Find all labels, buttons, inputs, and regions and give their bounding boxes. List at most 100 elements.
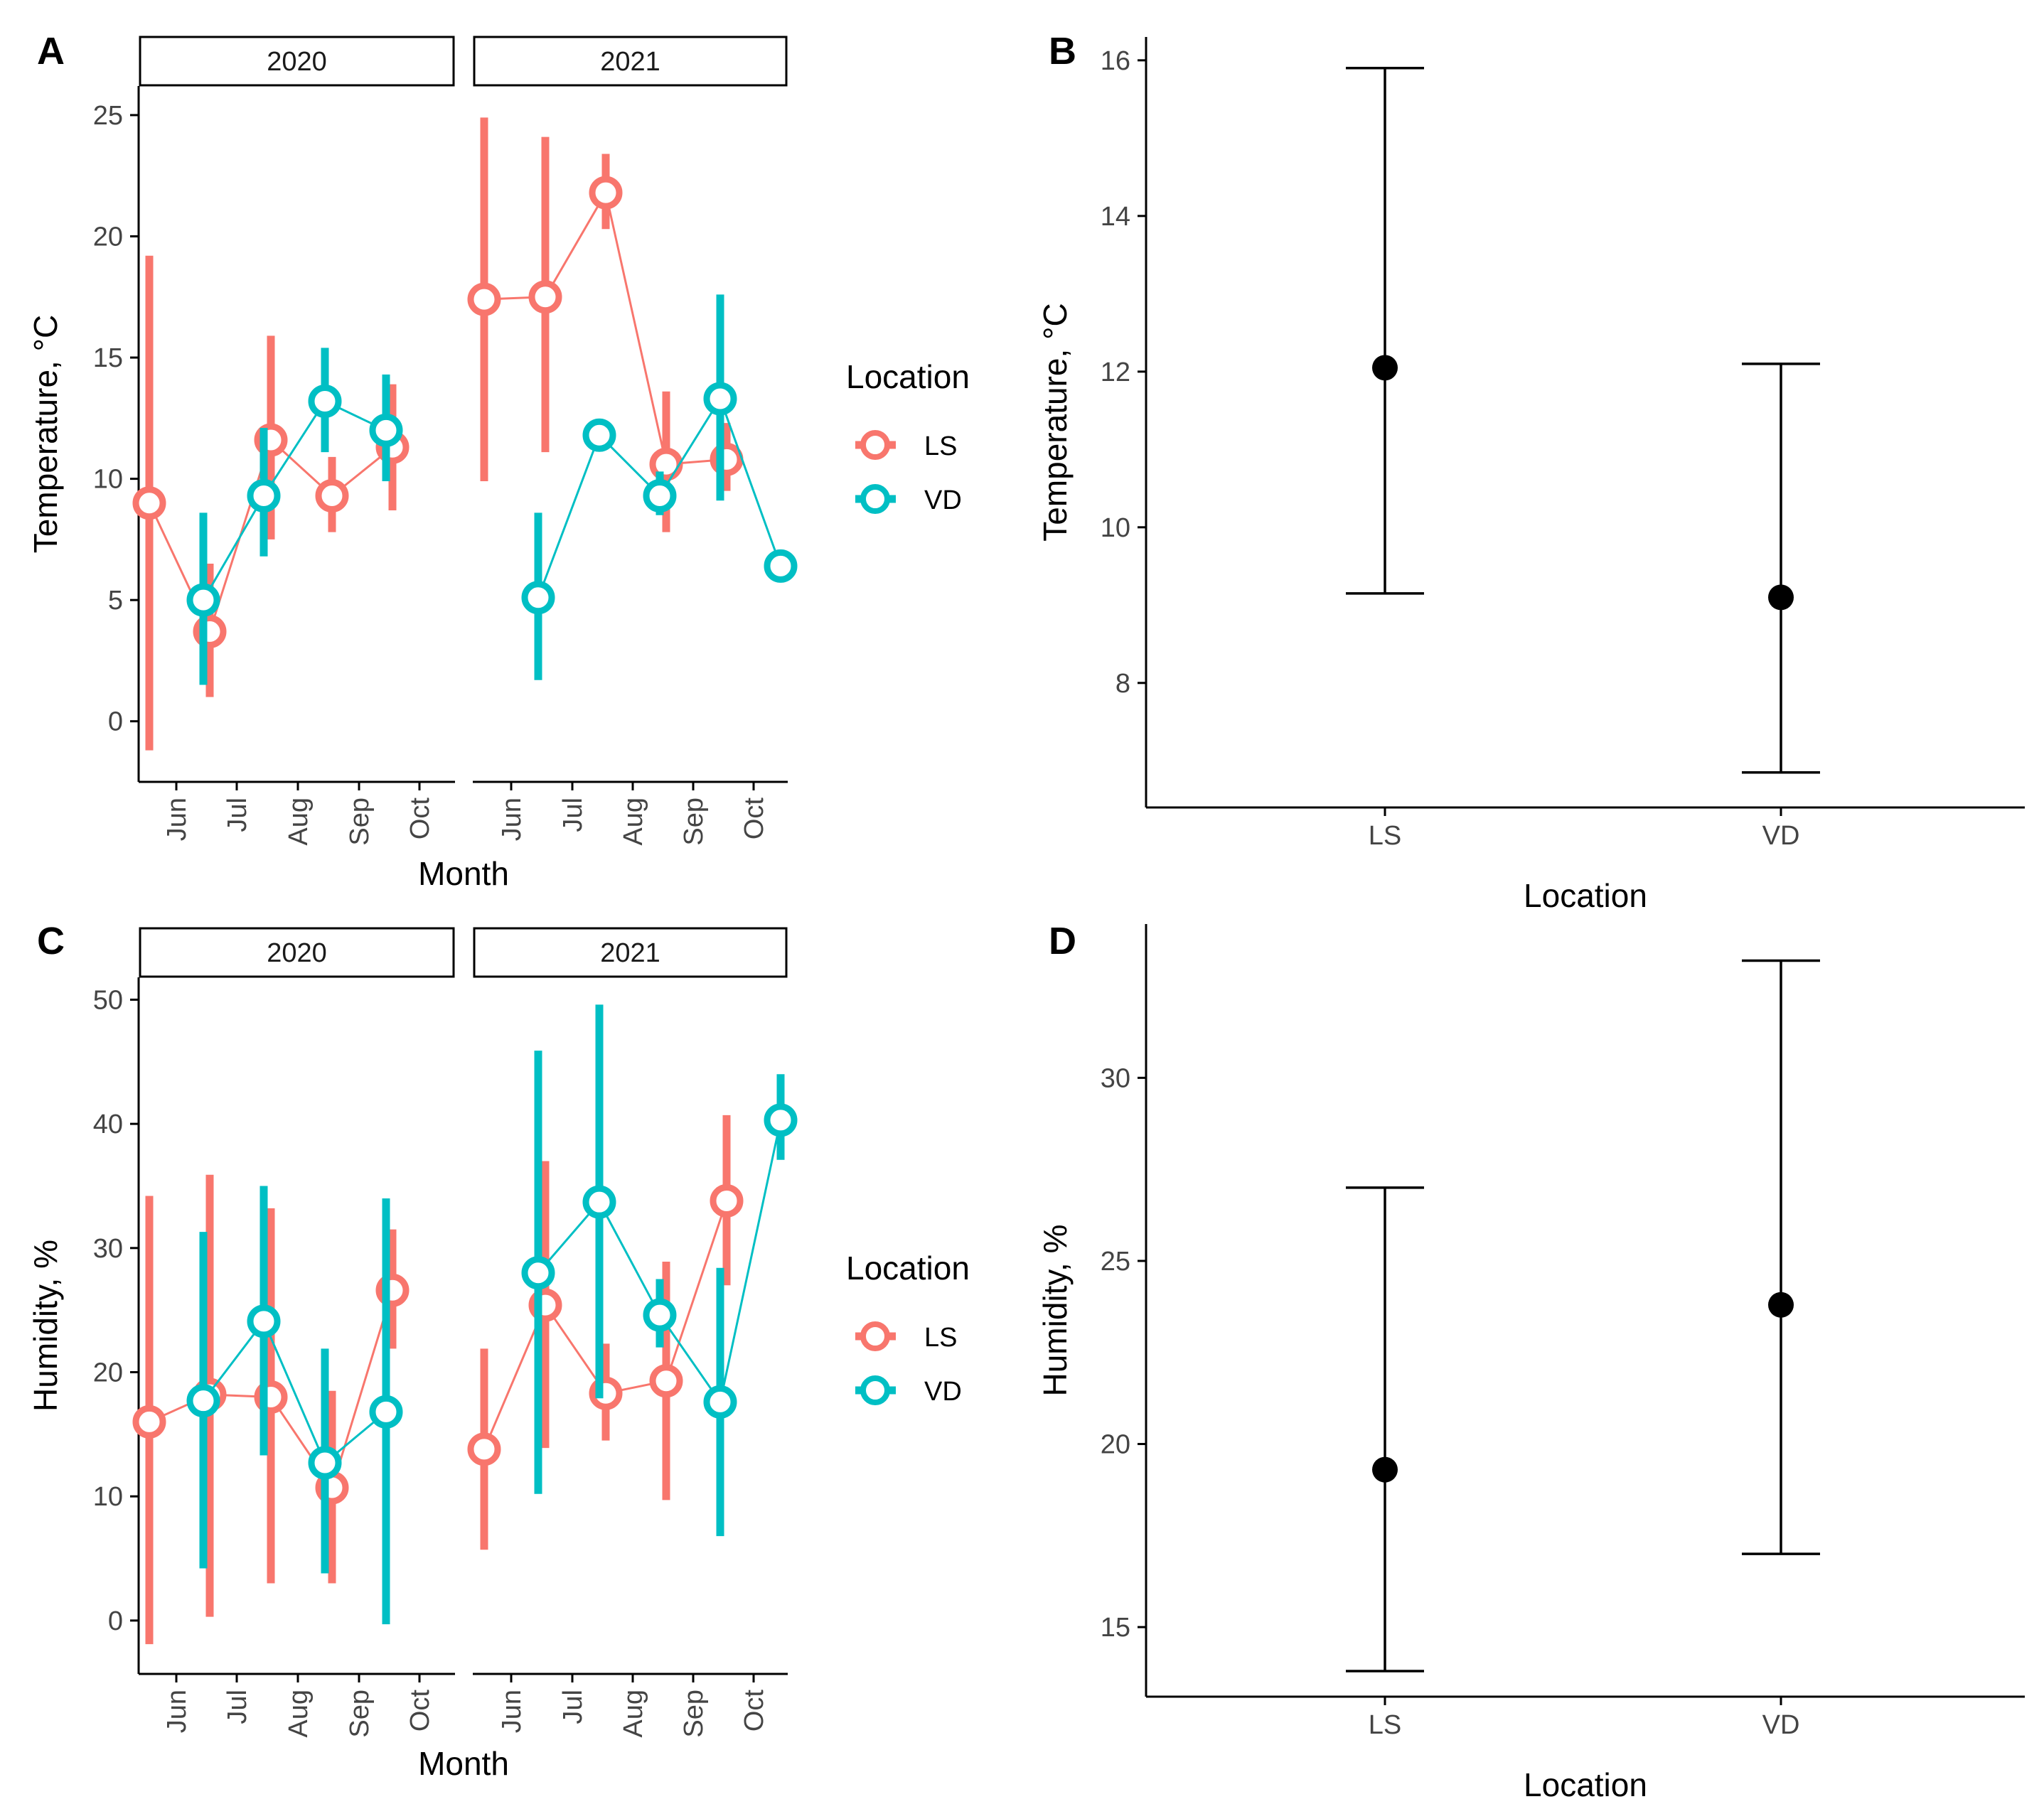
legend-key-point [860,1321,890,1351]
x-tick-label: Jun [162,1690,192,1733]
facet-2020: 2020 Jun Jul Aug Sep Oct [132,927,455,1738]
data-point [649,1364,683,1398]
x-tick-label: Oct [405,798,435,840]
error-bar-vd [1742,959,1820,1555]
y-tick-label: 16 [1101,46,1130,76]
facet-2021: 2021 Jun Jul Aug Sep Oct [467,927,798,1738]
legend-item-vd: VD [855,484,962,515]
legend: Location LS VD [846,358,970,515]
x-tick-label: Aug [284,1690,314,1738]
panel-a-temperature-by-month: A 0 5 10 15 20 25 Temperature, °C 2020 Jun Jul Aug S… [27,30,970,892]
legend-item-ls: LS [855,1321,957,1353]
x-tick-label: VD [1762,1710,1800,1740]
facet-strip [139,36,455,87]
x-tick-label: Aug [619,1690,648,1738]
x-tick-label: Oct [405,1690,435,1732]
y-tick-label: 10 [93,465,123,495]
legend-key-point [860,484,890,514]
panel-d-humidity-by-location: D 15 20 25 30 Humidity, % LS VD Location [1037,920,2025,1803]
y-tick-label: 14 [1101,202,1130,232]
y-tick-label: 25 [1101,1247,1130,1277]
facet-strip [473,927,788,978]
legend-key-point [860,1375,890,1405]
x-tick-label: LS [1369,1710,1401,1740]
y-tick-label: 15 [1101,1613,1130,1643]
data-point [1372,355,1398,381]
y-tick-label: 30 [1101,1063,1130,1093]
data-point [132,1405,166,1439]
data-point [1768,584,1794,611]
y-tick-label: 40 [93,1110,123,1139]
x-tick-label: Sep [345,798,375,846]
data-point [1768,1292,1794,1318]
y-tick-label: 20 [1101,1430,1130,1460]
y-axis-title: Temperature, °C [27,315,64,553]
data-point [582,418,616,452]
x-tick-label: Jun [497,798,527,841]
series-ls-2021 [467,117,744,532]
x-tick-label: Jun [497,1690,527,1733]
series-line [537,1120,782,1405]
series-line [202,1319,387,1465]
x-axis-title: Month [418,855,509,892]
series-ls-2020 [132,1174,410,1645]
data-point [247,478,281,512]
x-tick-label: Aug [619,798,648,846]
data-point [369,1395,403,1429]
x-tick-label: Jul [558,1690,588,1724]
error-bar-vd [1742,363,1820,774]
series-vd-2020 [186,1186,403,1625]
x-tick-label: Oct [739,798,769,840]
data-point [186,1384,220,1418]
y-tick-label: 20 [93,1358,123,1388]
data-point [315,478,349,512]
y-tick-label: 15 [93,343,123,373]
x-axis-title: Month [418,1745,509,1782]
panel-c-humidity-by-month: C 0 10 20 30 40 50 Humidity, % 2020 Jun Jul Aug Sep O… [27,920,970,1782]
data-point [369,413,403,447]
legend: Location LS VD [846,1250,970,1407]
legend-item-vd: VD [855,1375,962,1407]
x-tick-label: VD [1762,821,1800,851]
y-tick-label: 8 [1115,669,1130,699]
x-tick-label: Sep [679,1690,709,1738]
error-bar-ls [1346,1186,1424,1673]
panel-label-b: B [1049,30,1076,73]
series-vd-2021 [521,294,798,680]
x-tick-label: Jul [223,1690,252,1724]
facet-strip-label: 2020 [267,938,327,968]
facet-2020: 2020 Jun Jul Aug Sep Oct [132,36,455,846]
legend-item-ls: LS [855,430,957,461]
panel-label-d: D [1049,920,1076,962]
data-point [521,1256,555,1290]
y-axis-title: Temperature, °C [1037,303,1074,541]
data-point [643,478,677,512]
data-point [582,1185,616,1219]
data-point [589,176,623,210]
legend-key-point [860,430,890,460]
data-point [467,282,501,316]
x-tick-label: Jun [162,798,192,841]
y-tick-label: 0 [108,1606,123,1636]
x-axis-title: Location [1524,1766,1647,1803]
data-point [643,1298,677,1332]
panel-label-a: A [37,30,65,73]
error-bar-ls [1346,67,1424,595]
x-axis-title: Location [1524,877,1647,914]
data-point [308,384,342,418]
y-tick-label: 12 [1101,358,1130,387]
panel-b-temperature-by-location: B 8 10 12 14 16 Temperature, °C LS VD Location [1037,30,2025,914]
facet-strip-label: 2021 [600,47,660,77]
series-line [202,399,387,601]
legend-label: LS [924,431,957,461]
x-tick-label: Sep [679,798,709,846]
series-vd-2020 [186,348,403,685]
y-tick-label: 50 [93,985,123,1015]
data-point [764,1103,798,1137]
facet-strip [139,927,455,978]
data-point [764,549,798,583]
x-tick-label: Jul [558,798,588,832]
facet-2021: 2021 Jun Jul Aug Sep Oct [467,36,798,846]
data-point [528,280,562,314]
